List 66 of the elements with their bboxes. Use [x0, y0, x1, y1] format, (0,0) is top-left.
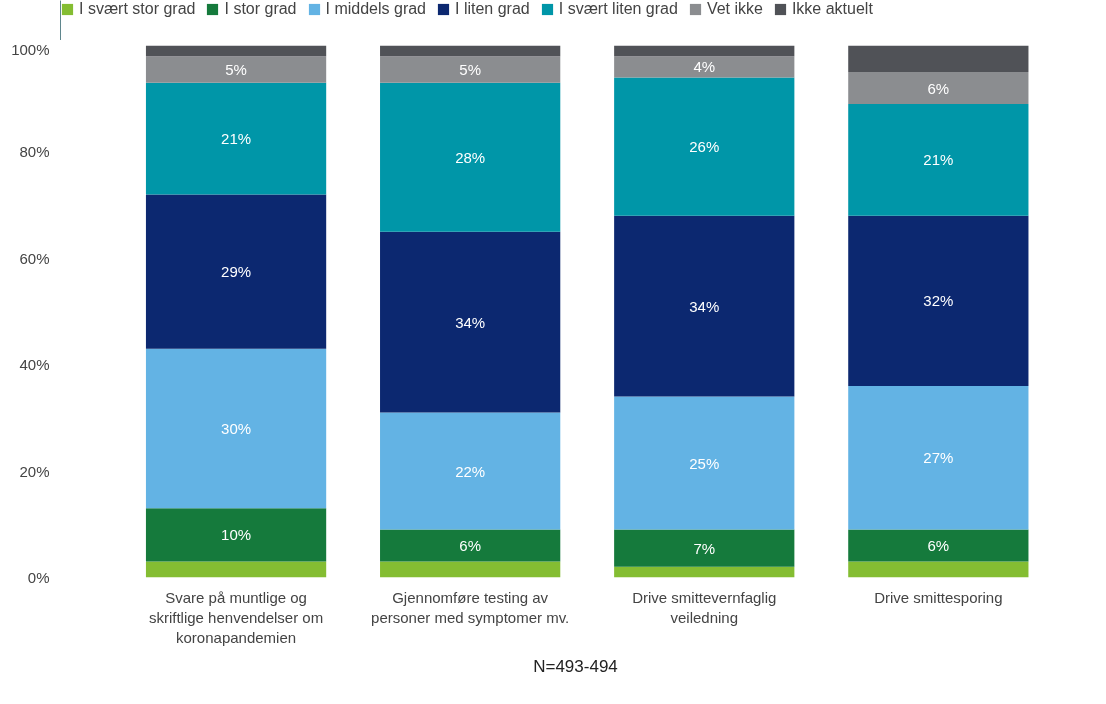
- data-label: 6%: [927, 79, 950, 97]
- bar: [380, 45, 561, 57]
- data-label: 28%: [455, 148, 486, 166]
- data-label: 6%: [459, 537, 482, 555]
- x-tick-label: Svare på muntlige og skriftlige henvendelser om koronapandemien: [148, 588, 324, 647]
- legend-label: Ikke aktuelt: [791, 0, 873, 18]
- bar: [614, 396, 795, 530]
- bar: [380, 56, 561, 83]
- bar: [614, 566, 795, 578]
- data-label: 6%: [927, 537, 950, 555]
- legend-label: I middels grad: [325, 0, 427, 18]
- data-label: 34%: [689, 297, 720, 315]
- x-tick-label: Drive smittesporing: [874, 588, 1003, 606]
- y-tick-label: 20%: [19, 462, 50, 480]
- data-label: 21%: [221, 130, 252, 148]
- bar: [614, 529, 795, 567]
- bar: [145, 348, 327, 509]
- y-tick-label: 100%: [11, 40, 50, 58]
- bar: [848, 45, 1029, 73]
- bar: [614, 45, 795, 57]
- data-label: 4%: [693, 58, 716, 76]
- bar: [848, 104, 1029, 216]
- data-label: 21%: [923, 151, 954, 169]
- bar: [848, 561, 1029, 578]
- bar: [614, 56, 795, 78]
- bar: [380, 561, 561, 578]
- data-label: 5%: [459, 60, 482, 78]
- data-label: 22%: [455, 462, 486, 480]
- data-label: 10%: [221, 526, 252, 544]
- y-tick-label: 40%: [19, 356, 50, 374]
- bar: [145, 194, 327, 349]
- bar: [848, 72, 1029, 105]
- data-label: 30%: [221, 420, 252, 438]
- bar: [380, 529, 561, 562]
- bar: [380, 412, 561, 530]
- legend-label: I svært liten grad: [558, 0, 678, 18]
- data-label: 5%: [225, 60, 247, 78]
- x-tick-label: Drive smittevernfaglig veiledning: [632, 588, 777, 626]
- legend-label: I liten grad: [455, 0, 530, 18]
- bar: [380, 82, 561, 232]
- bar: [614, 77, 795, 216]
- bar: [848, 385, 1029, 530]
- bar: [145, 82, 327, 195]
- legend-label: I svært stor grad: [79, 0, 196, 18]
- data-label: 26%: [689, 138, 720, 156]
- bar: [614, 215, 795, 397]
- bar: [848, 215, 1029, 386]
- data-label: 7%: [693, 539, 716, 557]
- bar: [145, 45, 327, 57]
- data-label: 29%: [221, 263, 252, 281]
- bar: [145, 56, 327, 83]
- data-label: 25%: [689, 454, 720, 472]
- bar: [145, 508, 327, 562]
- data-label: 32%: [923, 292, 954, 310]
- bar: [380, 231, 561, 413]
- bar: [145, 561, 327, 578]
- text: N=493-494: [533, 656, 618, 676]
- data-label: 34%: [455, 313, 486, 331]
- bar: [848, 529, 1029, 562]
- y-tick-label: 80%: [19, 143, 50, 161]
- y-tick-label: 0%: [27, 569, 50, 586]
- y-tick-label: 60%: [19, 249, 50, 267]
- legend-label: Vet ikke: [706, 0, 763, 18]
- data-label: 27%: [923, 449, 954, 467]
- x-tick-label: Gjennomføre testing av personer med symptomer mv.: [371, 588, 570, 626]
- legend-label: I stor grad: [224, 0, 297, 18]
